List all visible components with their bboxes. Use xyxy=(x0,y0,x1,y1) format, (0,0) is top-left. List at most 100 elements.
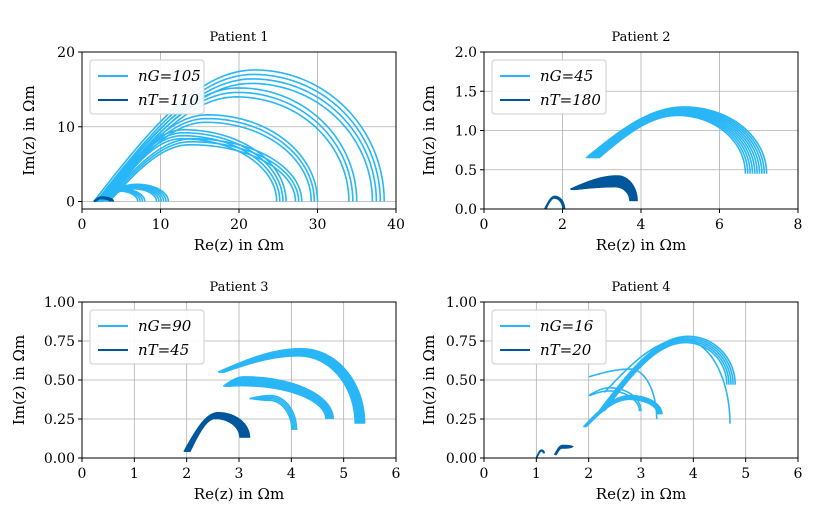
series-line xyxy=(101,190,139,203)
series-line xyxy=(545,197,564,209)
series-line xyxy=(102,131,284,202)
y-axis-label: Im(z) in Ωm xyxy=(420,335,438,425)
series-line xyxy=(95,73,382,203)
series-nt180 xyxy=(544,175,638,209)
y-tick-label: 0.00 xyxy=(44,451,75,467)
y-axis-label: Im(z) in Ωm xyxy=(420,85,438,175)
x-tick-label: 20 xyxy=(230,217,248,233)
series-ng16 xyxy=(582,335,736,428)
series-line xyxy=(249,394,298,430)
legend-label: nG=16 xyxy=(540,317,594,335)
legend: nG=105 nT=110 xyxy=(89,59,205,115)
x-tick-label: 3 xyxy=(235,466,244,482)
legend-label: nG=45 xyxy=(540,67,593,85)
chart-panel-2: 0 2 4 6 8 0.0 0.5 1.0 1.5 2.0 Patient 2 Re(z) in Ωm… xyxy=(420,30,802,254)
y-tick-label: 1.00 xyxy=(446,295,477,311)
series-line xyxy=(104,137,303,203)
series-line xyxy=(97,87,358,203)
series-line xyxy=(535,450,545,458)
series-line xyxy=(93,69,386,203)
series-line xyxy=(589,390,641,412)
series-line xyxy=(599,337,734,412)
series-line xyxy=(106,137,278,202)
series-nt20 xyxy=(535,444,574,458)
series-line xyxy=(227,384,327,420)
x-tick-label: 5 xyxy=(741,466,750,482)
y-tick-label: 2.0 xyxy=(455,45,477,61)
legend-label: nT=20 xyxy=(540,341,592,359)
y-tick-label: 0.0 xyxy=(455,202,477,218)
y-tick-label: 0.25 xyxy=(44,412,75,428)
x-axis-label: Re(z) in Ωm xyxy=(194,236,284,254)
series-line xyxy=(588,368,658,420)
series-line xyxy=(588,387,642,412)
legend-label: nT=110 xyxy=(138,91,199,109)
series-line xyxy=(555,446,572,456)
y-tick-label: 10 xyxy=(57,120,75,136)
series-line xyxy=(574,185,631,202)
x-tick-label: 0 xyxy=(78,466,87,482)
x-tick-label: 10 xyxy=(152,217,170,233)
y-tick-label: 0.5 xyxy=(455,163,477,179)
x-tick-label: 2 xyxy=(182,466,191,482)
x-axis-label: Re(z) in Ωm xyxy=(596,485,686,503)
x-tick-label: 4 xyxy=(689,466,698,482)
data-lines xyxy=(93,69,386,203)
legend-label: nT=45 xyxy=(138,341,189,359)
y-tick-label: 0.50 xyxy=(446,373,477,389)
x-tick-label: 2 xyxy=(558,217,567,233)
y-axis-label: Im(z) in Ωm xyxy=(10,335,28,425)
y-tick-label: 1.00 xyxy=(44,295,75,311)
chart-title: Patient 2 xyxy=(612,30,671,45)
series-ng90 xyxy=(217,348,366,430)
data-lines xyxy=(183,348,366,453)
x-tick-label: 1 xyxy=(130,466,139,482)
series-line xyxy=(588,108,763,174)
y-tick-label: 0.25 xyxy=(446,412,477,428)
series-line xyxy=(100,114,319,203)
x-tick-label: 40 xyxy=(387,217,405,233)
series-line xyxy=(106,140,300,203)
chart-title: Patient 1 xyxy=(210,30,269,45)
chart-title: Patient 3 xyxy=(210,280,269,295)
x-tick-label: 0 xyxy=(78,217,87,233)
series-line xyxy=(598,335,736,412)
series-line xyxy=(585,398,659,428)
legend: nG=45 nT=180 xyxy=(491,59,607,115)
legend-label: nG=105 xyxy=(138,67,201,85)
series-line xyxy=(602,340,730,412)
series-line xyxy=(596,113,749,174)
data-lines xyxy=(544,106,768,209)
y-tick-label: 20 xyxy=(57,45,75,61)
series-line xyxy=(252,397,293,430)
x-tick-label: 2 xyxy=(584,466,593,482)
data-lines xyxy=(535,335,736,458)
series-line xyxy=(95,197,112,203)
chart-panel-4: 0 1 2 3 4 5 6 0.00 0.25 0.50 0.75 1.00 Patient 4 Re(z… xyxy=(420,280,803,503)
x-tick-label: 4 xyxy=(287,466,296,482)
series-ng45 xyxy=(585,106,768,174)
series-nt110 xyxy=(93,196,115,203)
series-line xyxy=(188,417,241,453)
chart-title: Patient 4 xyxy=(612,280,671,295)
x-tick-label: 6 xyxy=(794,466,803,482)
series-line xyxy=(104,134,281,202)
series-ng105 xyxy=(93,69,386,203)
series-nt45 xyxy=(183,411,251,453)
x-tick-label: 6 xyxy=(715,217,724,233)
y-tick-label: 0.00 xyxy=(446,451,477,467)
y-tick-label: 0.75 xyxy=(44,334,75,350)
legend-label: nT=180 xyxy=(540,91,601,109)
x-tick-label: 4 xyxy=(637,217,646,233)
series-line xyxy=(598,114,747,174)
series-line xyxy=(223,355,356,424)
series-line xyxy=(603,341,728,412)
x-tick-label: 5 xyxy=(339,466,348,482)
y-tick-label: 0.75 xyxy=(446,334,477,350)
legend: nG=16 nT=20 xyxy=(491,309,607,365)
x-tick-label: 8 xyxy=(794,217,803,233)
chart-panel-3: 0 1 2 3 4 5 6 0.00 0.25 0.50 0.75 1.00 Patient 3 Re(z… xyxy=(10,280,401,503)
x-tick-label: 3 xyxy=(637,466,646,482)
y-tick-label: 1.0 xyxy=(455,124,477,140)
x-axis-label: Re(z) in Ωm xyxy=(194,485,284,503)
